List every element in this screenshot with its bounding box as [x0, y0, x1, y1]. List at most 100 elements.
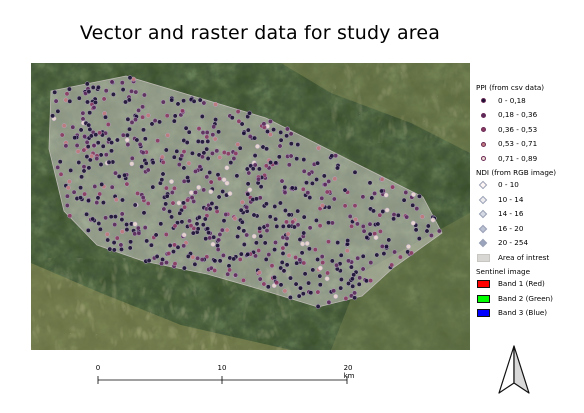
sample-point: [356, 281, 362, 287]
sample-point: [285, 231, 291, 237]
legend-item-ppi-4: 0,71 - 0,89: [476, 154, 584, 163]
sample-point: [386, 237, 392, 243]
sample-point: [216, 129, 222, 135]
legend-label: Area of intrest: [498, 252, 550, 262]
sample-point: [181, 200, 186, 206]
sample-point: [150, 184, 156, 190]
sample-point: [334, 262, 340, 268]
sample-point: [373, 235, 379, 241]
sample-point: [235, 234, 241, 240]
ppi-swatch: [480, 112, 486, 118]
sample-point: [228, 160, 234, 166]
sample-point: [200, 154, 205, 160]
sample-point: [209, 201, 215, 206]
sample-point: [99, 181, 105, 187]
sample-point: [163, 201, 169, 207]
sample-point: [106, 159, 112, 165]
sample-point: [241, 130, 247, 136]
sample-point: [404, 214, 410, 220]
sample-point: [150, 160, 156, 166]
sample-point: [315, 304, 321, 309]
sample-point: [105, 122, 111, 127]
sample-point: [87, 110, 93, 116]
sample-point: [290, 219, 296, 225]
sample-point: [90, 84, 96, 90]
sample-point: [349, 276, 355, 282]
sample-point: [227, 191, 233, 197]
sample-point: [186, 129, 192, 135]
sample-point: [354, 221, 360, 227]
sample-point: [164, 260, 169, 266]
sample-point: [235, 141, 241, 147]
sample-point: [149, 121, 155, 127]
sample-point: [176, 200, 182, 206]
sample-point: [264, 223, 270, 228]
sample-point: [224, 180, 230, 186]
map-frame[interactable]: [31, 63, 470, 350]
sample-point: [124, 222, 130, 227]
sample-point: [143, 160, 149, 166]
sample-point: [375, 221, 381, 227]
sample-point: [204, 134, 210, 140]
sample-point: [301, 214, 307, 220]
sample-point: [391, 212, 397, 218]
sample-point: [315, 257, 321, 262]
area-swatch: [476, 253, 490, 262]
sample-point: [84, 139, 90, 145]
sample-point: [282, 288, 288, 294]
sample-point: [187, 218, 192, 224]
sample-point: [284, 262, 290, 268]
sample-point: [136, 230, 142, 236]
sample-point: [256, 270, 262, 275]
sample-point: [286, 253, 292, 258]
sample-point: [225, 271, 231, 277]
sample-point: [50, 113, 56, 119]
sample-point: [114, 235, 120, 241]
legend-item-ppi-2: 0,36 - 0,53: [476, 125, 584, 134]
sample-point: [181, 178, 187, 184]
sample-point: [413, 227, 419, 233]
sample-point: [92, 184, 98, 189]
sample-point: [289, 185, 295, 191]
sample-point: [199, 114, 205, 119]
sample-point: [76, 160, 82, 165]
sample-point: [326, 239, 331, 245]
legend-item-ppi-3: 0,53 - 0,71: [476, 140, 584, 149]
sample-point: [352, 290, 358, 296]
sample-point: [315, 289, 321, 295]
sample-point: [63, 143, 69, 149]
sample-point: [397, 254, 403, 260]
sample-point: [384, 207, 390, 213]
legend-item-ppi-0: 0 - 0,18: [476, 96, 584, 105]
sample-point: [148, 242, 154, 248]
sample-point: [88, 133, 94, 139]
sample-point: [183, 125, 189, 131]
sample-point: [98, 152, 104, 158]
sample-point: [96, 221, 102, 226]
sample-point: [314, 177, 320, 182]
sample-point: [346, 258, 351, 264]
sample-point: [145, 201, 151, 206]
legend-label: 0,53 - 0,71: [498, 139, 538, 149]
sample-point: [201, 150, 207, 156]
sample-point: [271, 127, 277, 133]
sample-point: [357, 275, 363, 281]
legend-label: 20 - 254: [498, 238, 529, 248]
sample-point: [101, 96, 107, 102]
sample-point: [332, 176, 338, 182]
area-of-interest[interactable]: [48, 75, 443, 308]
sample-point: [241, 228, 247, 234]
sample-point: [410, 220, 416, 226]
sample-point: [220, 189, 226, 194]
sample-point: [209, 150, 215, 156]
sample-point: [278, 282, 284, 288]
sample-point: [179, 153, 185, 159]
sample-point: [315, 160, 321, 166]
sample-point: [305, 190, 311, 196]
legend-label: 0 - 0,18: [498, 95, 526, 105]
legend-label: Band 3 (Blue): [498, 308, 548, 318]
sample-point: [304, 241, 310, 246]
sample-point: [204, 174, 210, 180]
sample-point: [95, 140, 101, 146]
sample-point: [237, 256, 243, 262]
